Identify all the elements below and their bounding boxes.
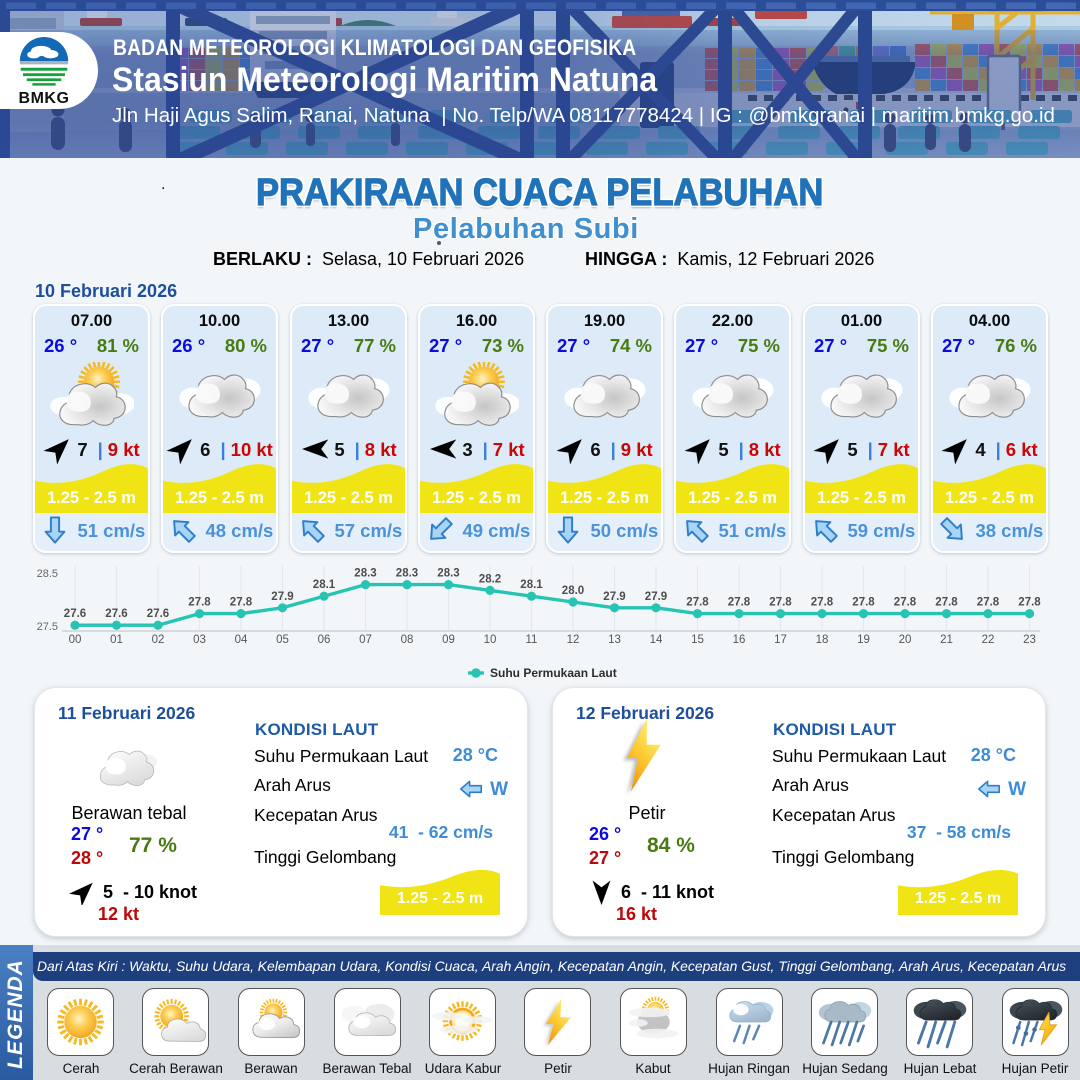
svg-text:09: 09 bbox=[442, 634, 455, 646]
svg-text:28.1: 28.1 bbox=[520, 579, 543, 591]
svg-text:10: 10 bbox=[484, 634, 497, 646]
svg-text:18: 18 bbox=[816, 634, 829, 646]
svg-text:06: 06 bbox=[318, 634, 331, 646]
svg-text:27.6: 27.6 bbox=[64, 608, 86, 620]
svg-text:27.9: 27.9 bbox=[603, 591, 625, 603]
svg-text:22: 22 bbox=[982, 634, 995, 646]
svg-text:01: 01 bbox=[110, 634, 123, 646]
svg-text:12: 12 bbox=[567, 634, 580, 646]
svg-text:27.8: 27.8 bbox=[977, 597, 1000, 609]
svg-text:15: 15 bbox=[691, 634, 704, 646]
svg-text:21: 21 bbox=[940, 634, 953, 646]
svg-text:27.8: 27.8 bbox=[686, 597, 709, 609]
svg-text:19: 19 bbox=[857, 634, 870, 646]
svg-text:04: 04 bbox=[235, 634, 248, 646]
svg-text:11: 11 bbox=[526, 634, 538, 646]
svg-text:27.9: 27.9 bbox=[271, 591, 293, 603]
svg-text:27.8: 27.8 bbox=[852, 597, 875, 609]
svg-text:Suhu Permukaan Laut: Suhu Permukaan Laut bbox=[490, 666, 617, 680]
svg-text:23: 23 bbox=[1023, 634, 1036, 646]
svg-text:28.0: 28.0 bbox=[562, 585, 584, 597]
svg-text:28.2: 28.2 bbox=[479, 573, 501, 585]
svg-text:14: 14 bbox=[650, 634, 663, 646]
svg-text:20: 20 bbox=[899, 634, 912, 646]
svg-text:27.5: 27.5 bbox=[37, 621, 58, 633]
svg-text:27.6: 27.6 bbox=[105, 608, 127, 620]
svg-text:27.8: 27.8 bbox=[811, 597, 834, 609]
svg-text:27.8: 27.8 bbox=[230, 597, 253, 609]
svg-text:27.8: 27.8 bbox=[935, 597, 958, 609]
svg-text:27.8: 27.8 bbox=[1018, 597, 1041, 609]
svg-text:27.6: 27.6 bbox=[147, 608, 169, 620]
svg-text:03: 03 bbox=[193, 634, 206, 646]
svg-text:28.3: 28.3 bbox=[437, 568, 459, 580]
svg-text:02: 02 bbox=[152, 634, 165, 646]
svg-text:05: 05 bbox=[276, 634, 289, 646]
svg-text:28.3: 28.3 bbox=[396, 568, 418, 580]
svg-text:27.9: 27.9 bbox=[645, 591, 667, 603]
svg-text:08: 08 bbox=[401, 634, 414, 646]
svg-text:28.3: 28.3 bbox=[354, 568, 376, 580]
svg-text:07: 07 bbox=[359, 634, 372, 646]
svg-text:27.8: 27.8 bbox=[728, 597, 751, 609]
svg-text:27.8: 27.8 bbox=[894, 597, 917, 609]
svg-text:00: 00 bbox=[69, 634, 82, 646]
svg-text:17: 17 bbox=[774, 634, 787, 646]
svg-text:27.8: 27.8 bbox=[769, 597, 792, 609]
svg-text:13: 13 bbox=[608, 634, 621, 646]
svg-text:28.1: 28.1 bbox=[313, 579, 336, 591]
svg-text:28.5: 28.5 bbox=[37, 568, 58, 580]
svg-text:27.8: 27.8 bbox=[188, 597, 211, 609]
svg-text:16: 16 bbox=[733, 634, 746, 646]
